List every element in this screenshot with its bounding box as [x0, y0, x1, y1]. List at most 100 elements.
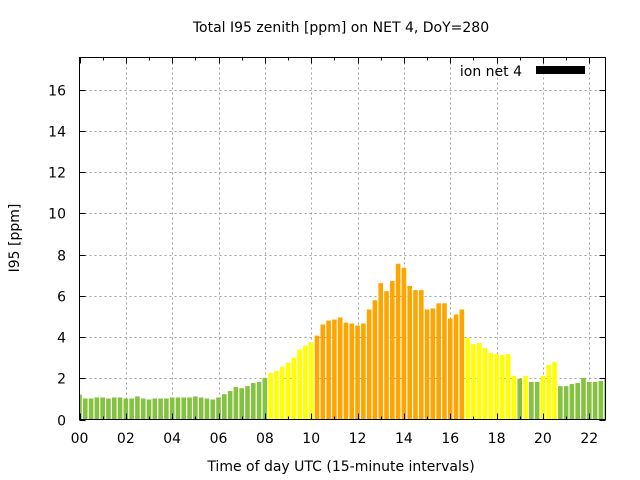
- bar: [517, 378, 523, 420]
- bar: [581, 377, 586, 420]
- x-tick-label: 06: [210, 431, 228, 447]
- bar: [129, 398, 134, 420]
- bar: [152, 398, 158, 420]
- bar: [540, 376, 546, 420]
- y-tick-label: 10: [48, 207, 66, 223]
- chart-title: Total I95 zenith [ppm] on NET 4, DoY=280: [192, 20, 489, 36]
- bar: [274, 370, 279, 420]
- bar: [216, 397, 221, 420]
- bar: [117, 397, 123, 420]
- bar: [569, 384, 575, 420]
- bar: [575, 383, 581, 420]
- bar: [349, 323, 355, 420]
- bar: [500, 355, 505, 420]
- bar: [82, 398, 88, 420]
- y-tick-label: 12: [48, 166, 66, 182]
- bar: [436, 303, 441, 420]
- bar: [529, 382, 534, 420]
- bar: [169, 397, 175, 420]
- bar: [135, 396, 140, 420]
- x-tick-label: 08: [256, 431, 274, 447]
- bar: [604, 378, 606, 420]
- bar: [523, 376, 528, 420]
- bar: [326, 320, 331, 420]
- bar: [106, 398, 111, 420]
- bar: [291, 357, 297, 420]
- bar: [111, 397, 117, 420]
- bar: [198, 397, 204, 420]
- bar: [164, 398, 169, 420]
- bar: [407, 285, 413, 420]
- bar: [181, 397, 187, 420]
- y-tick-labels: 0 2 4 6 8 10 12 14 16: [48, 84, 66, 430]
- bar: [332, 319, 337, 420]
- bar: [552, 362, 557, 420]
- bar: [308, 342, 314, 420]
- y-axis-label: I95 [ppm]: [7, 204, 23, 273]
- bar: [303, 345, 308, 420]
- bar: [100, 397, 105, 420]
- x-tick-label: 04: [163, 431, 181, 447]
- x-tick-labels: 00 02 04 06 08 10 12 14 16 18 20 22: [71, 431, 599, 447]
- bar: [158, 398, 163, 420]
- bar: [233, 387, 239, 420]
- bar: [245, 386, 250, 420]
- bar: [459, 309, 465, 420]
- bar: [262, 377, 268, 420]
- plot-border: [79, 57, 606, 420]
- bar: [204, 398, 210, 420]
- bar: [395, 263, 401, 420]
- bar: [586, 382, 592, 420]
- bar: [320, 324, 326, 420]
- x-tick-label: 00: [71, 431, 89, 447]
- bar: [343, 322, 349, 420]
- x-tick-label: 14: [395, 431, 413, 447]
- bar: [140, 398, 146, 420]
- bar: [337, 317, 343, 420]
- legend: ion net 4: [460, 64, 585, 80]
- bar: [222, 394, 227, 420]
- y-tick-label: 6: [57, 290, 66, 306]
- bar: [314, 335, 320, 420]
- grid: [79, 57, 606, 420]
- bar: [482, 348, 488, 420]
- bar: [384, 291, 389, 420]
- x-tick-label: 22: [580, 431, 598, 447]
- y-tick-label: 16: [48, 84, 66, 100]
- bar: [471, 344, 476, 420]
- bar: [355, 325, 360, 420]
- bar: [401, 267, 407, 420]
- y-tick-label: 2: [57, 372, 66, 388]
- bar: [193, 396, 198, 420]
- bar: [418, 290, 424, 420]
- bar: [476, 343, 482, 420]
- legend-label: ion net 4: [460, 64, 522, 80]
- bar: [558, 386, 563, 420]
- bar: [390, 281, 395, 420]
- bar: [598, 380, 604, 420]
- bar: [372, 300, 378, 420]
- bar: [494, 353, 499, 420]
- bar: [465, 338, 470, 420]
- bar: [442, 303, 447, 420]
- x-tick-label: 12: [349, 431, 367, 447]
- bar: [239, 388, 245, 420]
- bar: [511, 376, 517, 420]
- bar: [210, 399, 216, 420]
- bars: [79, 263, 606, 420]
- y-tick-label: 0: [57, 414, 66, 430]
- bar: [175, 397, 181, 420]
- bar: [146, 399, 152, 420]
- bar: [250, 383, 256, 420]
- x-axis-label: Time of day UTC (15-minute intervals): [206, 459, 474, 475]
- bar: [366, 309, 372, 420]
- bar: [592, 382, 598, 420]
- bar: [79, 394, 82, 420]
- legend-key: [536, 66, 585, 74]
- bar: [227, 391, 233, 420]
- bar: [424, 309, 430, 420]
- bar: [447, 318, 453, 420]
- bar: [187, 397, 192, 420]
- bar: [378, 283, 384, 420]
